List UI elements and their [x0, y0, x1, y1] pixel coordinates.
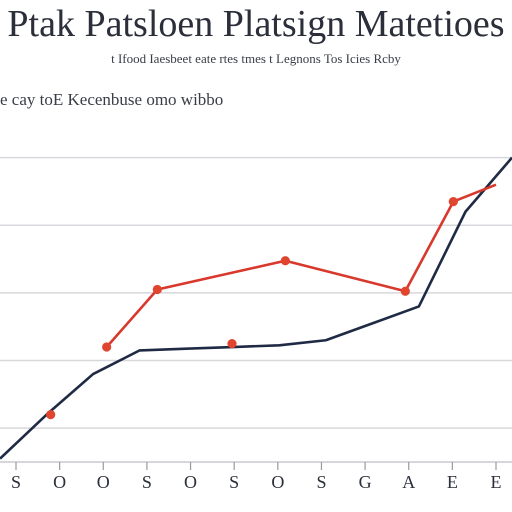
data-point: [280, 256, 290, 266]
data-point: [46, 410, 56, 420]
x-tick-label: S: [316, 472, 326, 492]
series-line-1: [0, 156, 512, 460]
x-tick-label: O: [97, 472, 110, 492]
x-tick-label: A: [402, 472, 415, 492]
x-tick-label: S: [11, 472, 21, 492]
data-point: [400, 286, 410, 296]
series-lines: [0, 156, 512, 460]
x-tick-label: G: [359, 472, 372, 492]
series-markers: [46, 197, 458, 420]
series-line-2: [105, 183, 497, 348]
x-tick-label: E: [491, 472, 502, 492]
data-point: [448, 197, 458, 207]
data-point: [227, 339, 237, 349]
chart-title: Ptak Patsloen Platsign Matetioes: [7, 4, 505, 44]
x-tick-label: O: [53, 472, 66, 492]
x-tick-label: S: [229, 472, 239, 492]
data-point: [152, 284, 162, 295]
x-tick-label: S: [142, 472, 152, 492]
x-tick-label: E: [447, 472, 458, 492]
x-tick-label: O: [184, 472, 197, 492]
legend-text: e cay toE Kecenbuse omo wibbo: [0, 90, 224, 109]
data-point: [102, 342, 112, 352]
x-tick-label: O: [271, 472, 284, 492]
chart-subtitle: t Ifood Iaesbeet eate rtes tmes t Legnon…: [111, 52, 401, 66]
